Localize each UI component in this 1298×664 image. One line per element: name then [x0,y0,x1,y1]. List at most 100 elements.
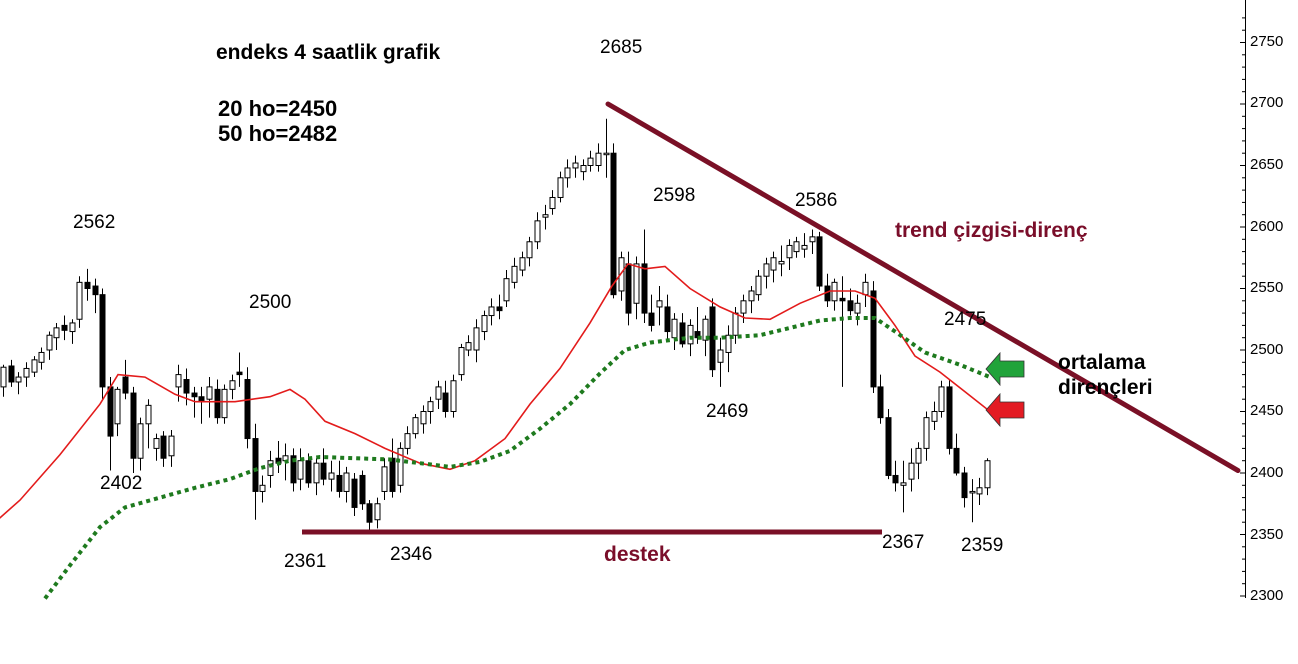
candle-up [420,411,427,425]
candle-up [732,312,739,336]
candle-up [580,165,587,173]
candle-down [816,236,823,287]
candle-down [244,379,251,440]
y-tick-label: 2600 [1250,218,1284,235]
trendline [605,101,1241,474]
candle-down [961,472,968,499]
candle-down [625,263,632,314]
candle-up [31,359,38,373]
candle-down [892,474,899,484]
price-label: 2586 [795,190,838,211]
ma20-info: 20 ho=2450 [218,96,338,121]
y-tick-label: 2750 [1250,33,1284,50]
candle-up [633,263,640,304]
candle-up [748,290,755,302]
candle-down [366,503,373,523]
candle-down [236,371,243,376]
candle-down [610,152,617,296]
candle-up [343,472,350,492]
candle-down [389,457,396,492]
candle-up [145,404,152,425]
candle-down [641,263,648,314]
candle-down [885,417,892,476]
candle-up [267,460,274,476]
overlay-lines [302,101,1241,535]
candle-up [587,157,594,166]
candle-up [206,386,213,400]
candle-up [168,435,175,457]
price-label: 2475 [944,309,987,330]
candle-up [938,386,945,412]
candle-up [76,281,83,320]
average-resistance-label: ortalama [1058,351,1146,374]
candle-up [656,300,663,308]
candle-up [740,300,747,314]
candle-up [0,366,7,388]
price-label: 2500 [249,292,292,313]
candle-up [53,327,60,339]
price-label: 2469 [706,401,749,422]
candle-down [496,306,503,312]
candle-down [61,324,68,331]
candle-down [351,478,358,508]
candle-up [526,241,533,259]
candle-down [183,379,190,394]
price-label: 2685 [600,37,643,58]
candle-up [488,306,495,317]
price-label: 2367 [882,532,925,553]
candle-up [481,315,488,333]
candle-up [229,380,236,390]
candle-up [374,503,381,521]
candle-down [336,474,343,492]
candle-down [84,281,91,290]
candle-up [412,417,419,435]
price-label: 2346 [390,544,433,565]
candle-up [15,376,22,383]
candle-down [107,386,114,437]
y-tick-label: 2500 [1250,341,1284,358]
candle-down [252,438,259,492]
arrow-markers [985,351,1025,428]
candle-up [534,220,541,243]
candle-up [671,318,678,339]
candle-down [130,392,137,459]
candle-up [542,214,549,218]
candle-up [900,482,907,486]
average-resistance-label: dirençleri [1058,376,1153,399]
candle-up [465,342,472,351]
candle-down [320,462,327,480]
candle-up [450,380,457,412]
candle-up [763,263,770,277]
candle-down [8,365,15,383]
candle-down [694,331,701,339]
candle-up [503,278,510,302]
candle-up [259,484,266,492]
chart-title: endeks 4 saatlik grafik [216,41,441,64]
candle-down [191,392,198,398]
candle-up [755,275,762,296]
candle-up [328,472,335,480]
candle-up [908,462,915,480]
candle-up [23,367,30,378]
ma20-line [0,262,996,519]
y-axis [1240,0,1246,598]
candle-up [862,281,869,296]
candle-down [847,300,854,312]
candle-up [809,236,816,243]
candle-down [664,306,671,333]
candle-down [290,455,297,484]
candle-up [381,466,388,492]
candle-up [778,260,785,265]
candle-up [702,318,709,341]
price-label: 2598 [653,185,696,206]
candle-down [122,376,129,394]
moving-average-lines [0,262,996,600]
ma50-info: 50 ho=2482 [218,121,338,146]
red-arrow-icon [985,392,1025,428]
candle-down [648,312,655,326]
candle-up [549,196,556,210]
candle-down [99,294,106,388]
price-label: 2361 [284,551,327,572]
candle-up [725,334,732,353]
candle-up [564,167,571,179]
